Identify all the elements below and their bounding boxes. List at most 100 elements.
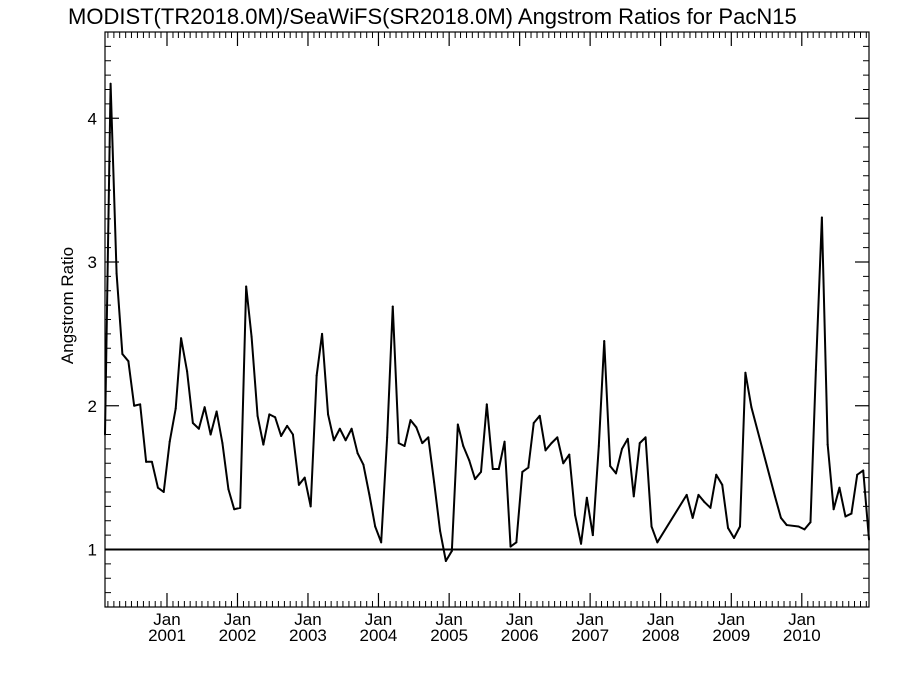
y-tick-label: 2 <box>88 397 97 416</box>
data-point <box>245 285 248 288</box>
data-point <box>733 537 736 539</box>
data-point <box>338 427 341 430</box>
data-point <box>268 413 271 416</box>
data-point <box>286 424 289 427</box>
data-point <box>697 493 700 496</box>
data-point <box>820 216 823 219</box>
data-point <box>715 473 718 476</box>
data-point <box>374 525 377 528</box>
data-point <box>814 368 817 371</box>
data-point <box>327 413 330 416</box>
data-point <box>380 541 383 544</box>
data-point <box>509 545 512 548</box>
data-point <box>109 82 112 85</box>
data-point <box>303 476 306 479</box>
data-point <box>191 422 194 424</box>
data-point <box>609 465 612 468</box>
data-point <box>574 514 577 516</box>
data-points <box>104 82 870 562</box>
data-point <box>544 449 547 452</box>
data-point <box>515 541 518 544</box>
data-point <box>150 460 153 463</box>
data-point <box>297 483 300 486</box>
y-tick-label: 3 <box>88 253 97 272</box>
data-point <box>521 470 524 473</box>
data-point <box>656 541 659 544</box>
chart-title: MODIST(TR2018.0M)/SeaWiFS(SR2018.0M) Ang… <box>68 4 797 29</box>
data-point <box>503 440 506 443</box>
data-point <box>685 493 688 496</box>
data-point <box>221 442 224 445</box>
data-point <box>274 416 277 419</box>
data-point <box>779 516 782 519</box>
x-tick-month: Jan <box>294 610 321 629</box>
data-point <box>644 436 647 439</box>
data-point <box>485 403 488 406</box>
data-point <box>568 453 571 456</box>
x-tick-year: 2007 <box>571 626 609 645</box>
data-point <box>562 462 565 465</box>
data-point <box>203 406 206 409</box>
y-tick-label: 1 <box>88 541 97 560</box>
data-point <box>862 469 865 472</box>
data-point <box>421 442 424 445</box>
data-point <box>491 468 494 470</box>
data-point <box>197 427 200 430</box>
data-point <box>239 506 242 509</box>
data-point <box>850 512 853 515</box>
y-axis-ticks: 1 2 3 4 <box>88 31 869 608</box>
data-point <box>139 403 142 406</box>
data-point <box>209 433 212 436</box>
data-point <box>403 445 406 447</box>
data-point <box>597 445 600 447</box>
data-point <box>474 478 477 481</box>
data-point <box>133 404 136 407</box>
data-point <box>650 525 653 528</box>
x-tick-year: 2001 <box>148 626 186 645</box>
data-point <box>233 508 236 511</box>
data-point <box>585 496 588 499</box>
x-tick-month: Jan <box>224 610 251 629</box>
data-point <box>826 443 829 446</box>
x-tick-year: 2004 <box>360 626 398 645</box>
data-point <box>309 505 312 508</box>
x-tick-year: 2009 <box>712 626 750 645</box>
data-point <box>838 486 841 489</box>
data-point <box>462 445 465 447</box>
x-tick-year: 2008 <box>642 626 680 645</box>
data-point <box>427 436 430 439</box>
x-tick-month: Jan <box>718 610 745 629</box>
data-point <box>444 560 447 562</box>
data-point <box>115 272 118 275</box>
x-tick-year: 2006 <box>501 626 539 645</box>
data-point <box>691 516 694 519</box>
x-tick-month: Jan <box>365 610 392 629</box>
data-point <box>368 493 371 496</box>
data-point <box>750 406 753 409</box>
data-point <box>168 440 171 443</box>
data-point <box>738 525 741 528</box>
data-point <box>156 486 159 489</box>
y-tick-label: 4 <box>88 109 97 128</box>
x-tick-month: Jan <box>647 610 674 629</box>
data-point <box>868 538 870 541</box>
data-point <box>632 495 635 498</box>
data-point <box>556 436 559 439</box>
x-axis-ticks: Jan2001Jan2002Jan2003Jan2004Jan2005Jan20… <box>107 32 867 645</box>
x-tick-year: 2003 <box>289 626 327 645</box>
data-point <box>256 414 259 417</box>
data-point <box>580 542 583 545</box>
data-point <box>397 442 400 445</box>
data-point <box>591 534 594 537</box>
data-point <box>456 423 459 426</box>
data-point <box>262 443 265 446</box>
plot-frame <box>104 31 870 608</box>
data-point <box>350 427 353 430</box>
x-tick-month: Jan <box>506 610 533 629</box>
data-point <box>344 439 347 442</box>
data-point <box>332 439 335 442</box>
data-point <box>280 434 283 437</box>
data-point <box>744 371 747 374</box>
data-point <box>215 410 218 413</box>
